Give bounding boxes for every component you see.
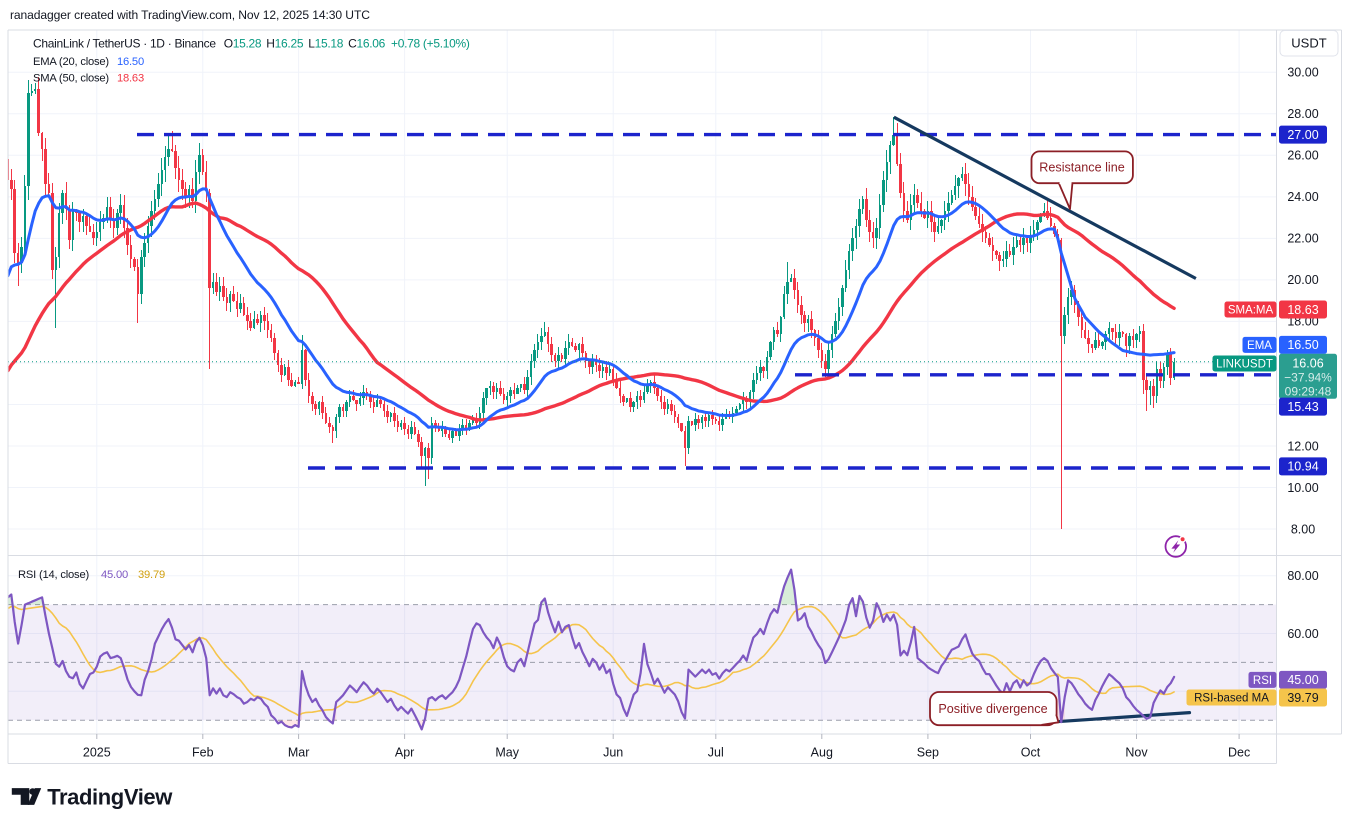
svg-text:−37.94%: −37.94% — [1284, 371, 1332, 385]
svg-text:Dec: Dec — [1228, 746, 1250, 760]
svg-text:10.00: 10.00 — [1287, 481, 1318, 495]
svg-text:ChainLink / TetherUS · 1D · Bi: ChainLink / TetherUS · 1D · Binance O15.2… — [33, 37, 470, 51]
svg-text:16.50: 16.50 — [1287, 338, 1318, 352]
svg-text:LINKUSDT: LINKUSDT — [1216, 359, 1273, 371]
svg-text:EMA: EMA — [1247, 340, 1272, 352]
svg-text:2025: 2025 — [83, 746, 111, 760]
svg-text:45.00: 45.00 — [1287, 673, 1318, 687]
svg-text:May: May — [495, 746, 519, 760]
svg-text:27.00: 27.00 — [1287, 128, 1318, 142]
svg-text:10.94: 10.94 — [1287, 460, 1318, 474]
svg-text:EMA (20, close)16.50: EMA (20, close) 16.50 — [33, 56, 144, 68]
svg-text:12.00: 12.00 — [1287, 439, 1318, 453]
svg-text:Jul: Jul — [708, 746, 724, 760]
svg-text:Aug: Aug — [811, 746, 833, 760]
svg-text:USDT: USDT — [1291, 36, 1326, 51]
svg-text:Oct: Oct — [1021, 746, 1041, 760]
svg-text:Mar: Mar — [288, 746, 310, 760]
svg-text:ranadagger created with Tradin: ranadagger created with TradingView.com,… — [10, 8, 370, 22]
svg-text:60.00: 60.00 — [1287, 627, 1318, 641]
svg-text:39.79: 39.79 — [1287, 691, 1318, 705]
svg-text:RSI-based MA: RSI-based MA — [1194, 693, 1269, 705]
svg-text:26.00: 26.00 — [1287, 149, 1318, 163]
svg-text:09:29:48: 09:29:48 — [1285, 385, 1332, 399]
svg-text:Nov: Nov — [1125, 746, 1148, 760]
svg-text:Sep: Sep — [917, 746, 939, 760]
svg-text:8.00: 8.00 — [1291, 522, 1315, 536]
svg-text:16.06: 16.06 — [1292, 357, 1323, 371]
svg-text:18.63: 18.63 — [1287, 303, 1318, 317]
svg-text:TradingView: TradingView — [47, 785, 173, 810]
svg-text:Jun: Jun — [603, 746, 623, 760]
svg-text:80.00: 80.00 — [1287, 569, 1318, 583]
svg-text:20.00: 20.00 — [1287, 273, 1318, 287]
svg-text:24.00: 24.00 — [1287, 190, 1318, 204]
svg-text:Feb: Feb — [192, 746, 214, 760]
svg-text:Apr: Apr — [395, 746, 414, 760]
svg-text:30.00: 30.00 — [1287, 66, 1318, 80]
svg-text:22.00: 22.00 — [1287, 232, 1318, 246]
svg-text:Resistance line: Resistance line — [1039, 161, 1124, 175]
svg-text:15.43: 15.43 — [1287, 400, 1318, 414]
svg-text:RSI: RSI — [1253, 675, 1272, 687]
svg-text:SMA:MA: SMA:MA — [1228, 305, 1274, 317]
svg-text:SMA (50, close)18.63: SMA (50, close) 18.63 — [33, 73, 144, 85]
svg-text:28.00: 28.00 — [1287, 107, 1318, 121]
svg-text:Positive divergence: Positive divergence — [938, 702, 1047, 716]
